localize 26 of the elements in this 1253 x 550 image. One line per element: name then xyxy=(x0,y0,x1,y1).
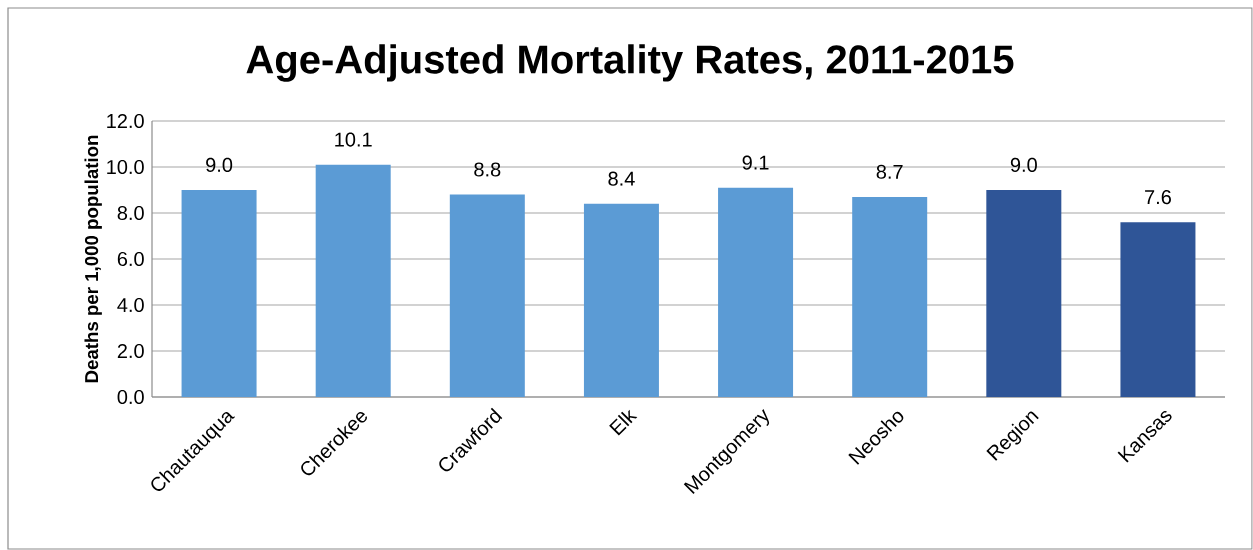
y-tick-label: 10.0 xyxy=(107,159,144,175)
y-axis-title: Deaths per 1,000 population xyxy=(84,135,102,383)
x-tick-label: Elk xyxy=(609,409,638,436)
bar xyxy=(449,194,525,397)
y-tick-label: 8.0 xyxy=(117,205,144,221)
bar xyxy=(181,190,257,397)
data-label: 10.1 xyxy=(335,132,372,147)
bar xyxy=(583,203,659,397)
y-tick-label: 0.0 xyxy=(117,389,144,405)
y-tick-label: 6.0 xyxy=(117,251,144,267)
data-label: 8.4 xyxy=(608,171,635,186)
data-label: 9.0 xyxy=(206,157,233,172)
bar xyxy=(1120,222,1196,397)
y-tick-label: 4.0 xyxy=(117,297,144,313)
data-label: 9.0 xyxy=(1010,157,1037,172)
bar xyxy=(315,164,391,397)
y-tick-label: 2.0 xyxy=(117,343,144,359)
chart-title: Age-Adjusted Mortality Rates, 2011-2015 xyxy=(246,44,1014,82)
data-label: 7.6 xyxy=(1145,189,1171,205)
data-label: 9.1 xyxy=(742,155,769,170)
data-label: 8.7 xyxy=(876,164,903,179)
bar xyxy=(718,187,794,397)
y-tick-label: 12.0 xyxy=(107,113,144,129)
data-label: 8.8 xyxy=(474,162,501,177)
bar xyxy=(852,196,928,397)
bar xyxy=(986,190,1062,397)
